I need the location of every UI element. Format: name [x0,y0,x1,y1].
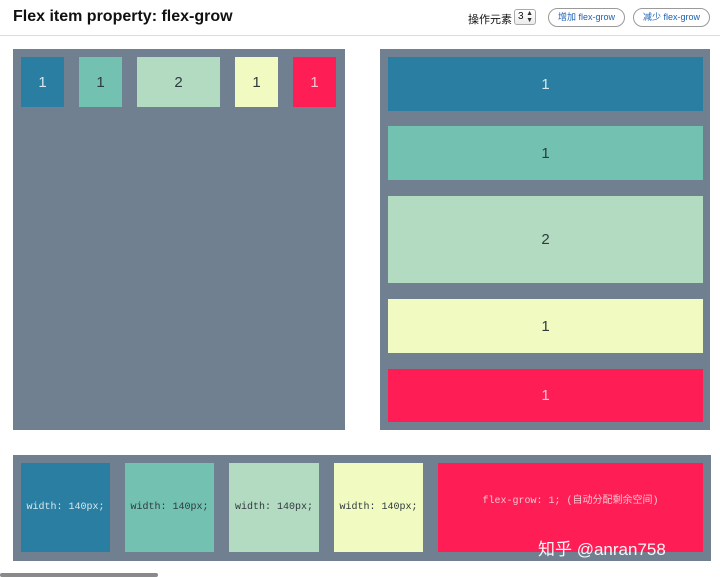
decrease-flex-grow-button[interactable]: 减少 flex-grow [633,8,710,27]
horizontal-scrollbar[interactable] [0,573,158,577]
row-flex-item-4[interactable]: 1 [235,57,278,107]
updown-arrows-icon: ▲ ▼ [526,10,533,24]
row-flex-item-5[interactable]: 1 [293,57,336,107]
row-flex-container: 1 1 2 1 1 [13,49,345,430]
bottom-item-3[interactable]: width: 140px; [229,463,319,552]
watermark: 知乎 @anran758 [538,540,666,559]
bottom-item-5-flex-grow[interactable]: flex-grow: 1; (自动分配剩余空间) [438,463,703,552]
column-flex-item-3[interactable]: 2 [388,196,703,283]
element-selector-value: 3 [518,11,524,22]
header-bar: Flex item property: flex-grow 操作元素 3 ▲ ▼ … [0,0,720,36]
column-flex-item-5[interactable]: 1 [388,369,703,422]
row-flex-item-1[interactable]: 1 [21,57,64,107]
element-selector[interactable]: 3 ▲ ▼ [514,9,536,25]
page-title: Flex item property: flex-grow [13,8,233,25]
increase-flex-grow-button[interactable]: 增加 flex-grow [548,8,625,27]
column-flex-item-2[interactable]: 1 [388,126,703,180]
column-flex-item-1[interactable]: 1 [388,57,703,111]
row-flex-item-3[interactable]: 2 [137,57,220,107]
bottom-flex-container: width: 140px; width: 140px; width: 140px… [13,455,711,561]
row-flex-item-2[interactable]: 1 [79,57,122,107]
column-flex-container: 1 1 2 1 1 [380,49,710,430]
column-flex-item-4[interactable]: 1 [388,299,703,353]
bottom-item-4[interactable]: width: 140px; [334,463,423,552]
bottom-item-2[interactable]: width: 140px; [125,463,214,552]
bottom-item-1[interactable]: width: 140px; [21,463,110,552]
element-selector-label: 操作元素 [468,14,512,26]
